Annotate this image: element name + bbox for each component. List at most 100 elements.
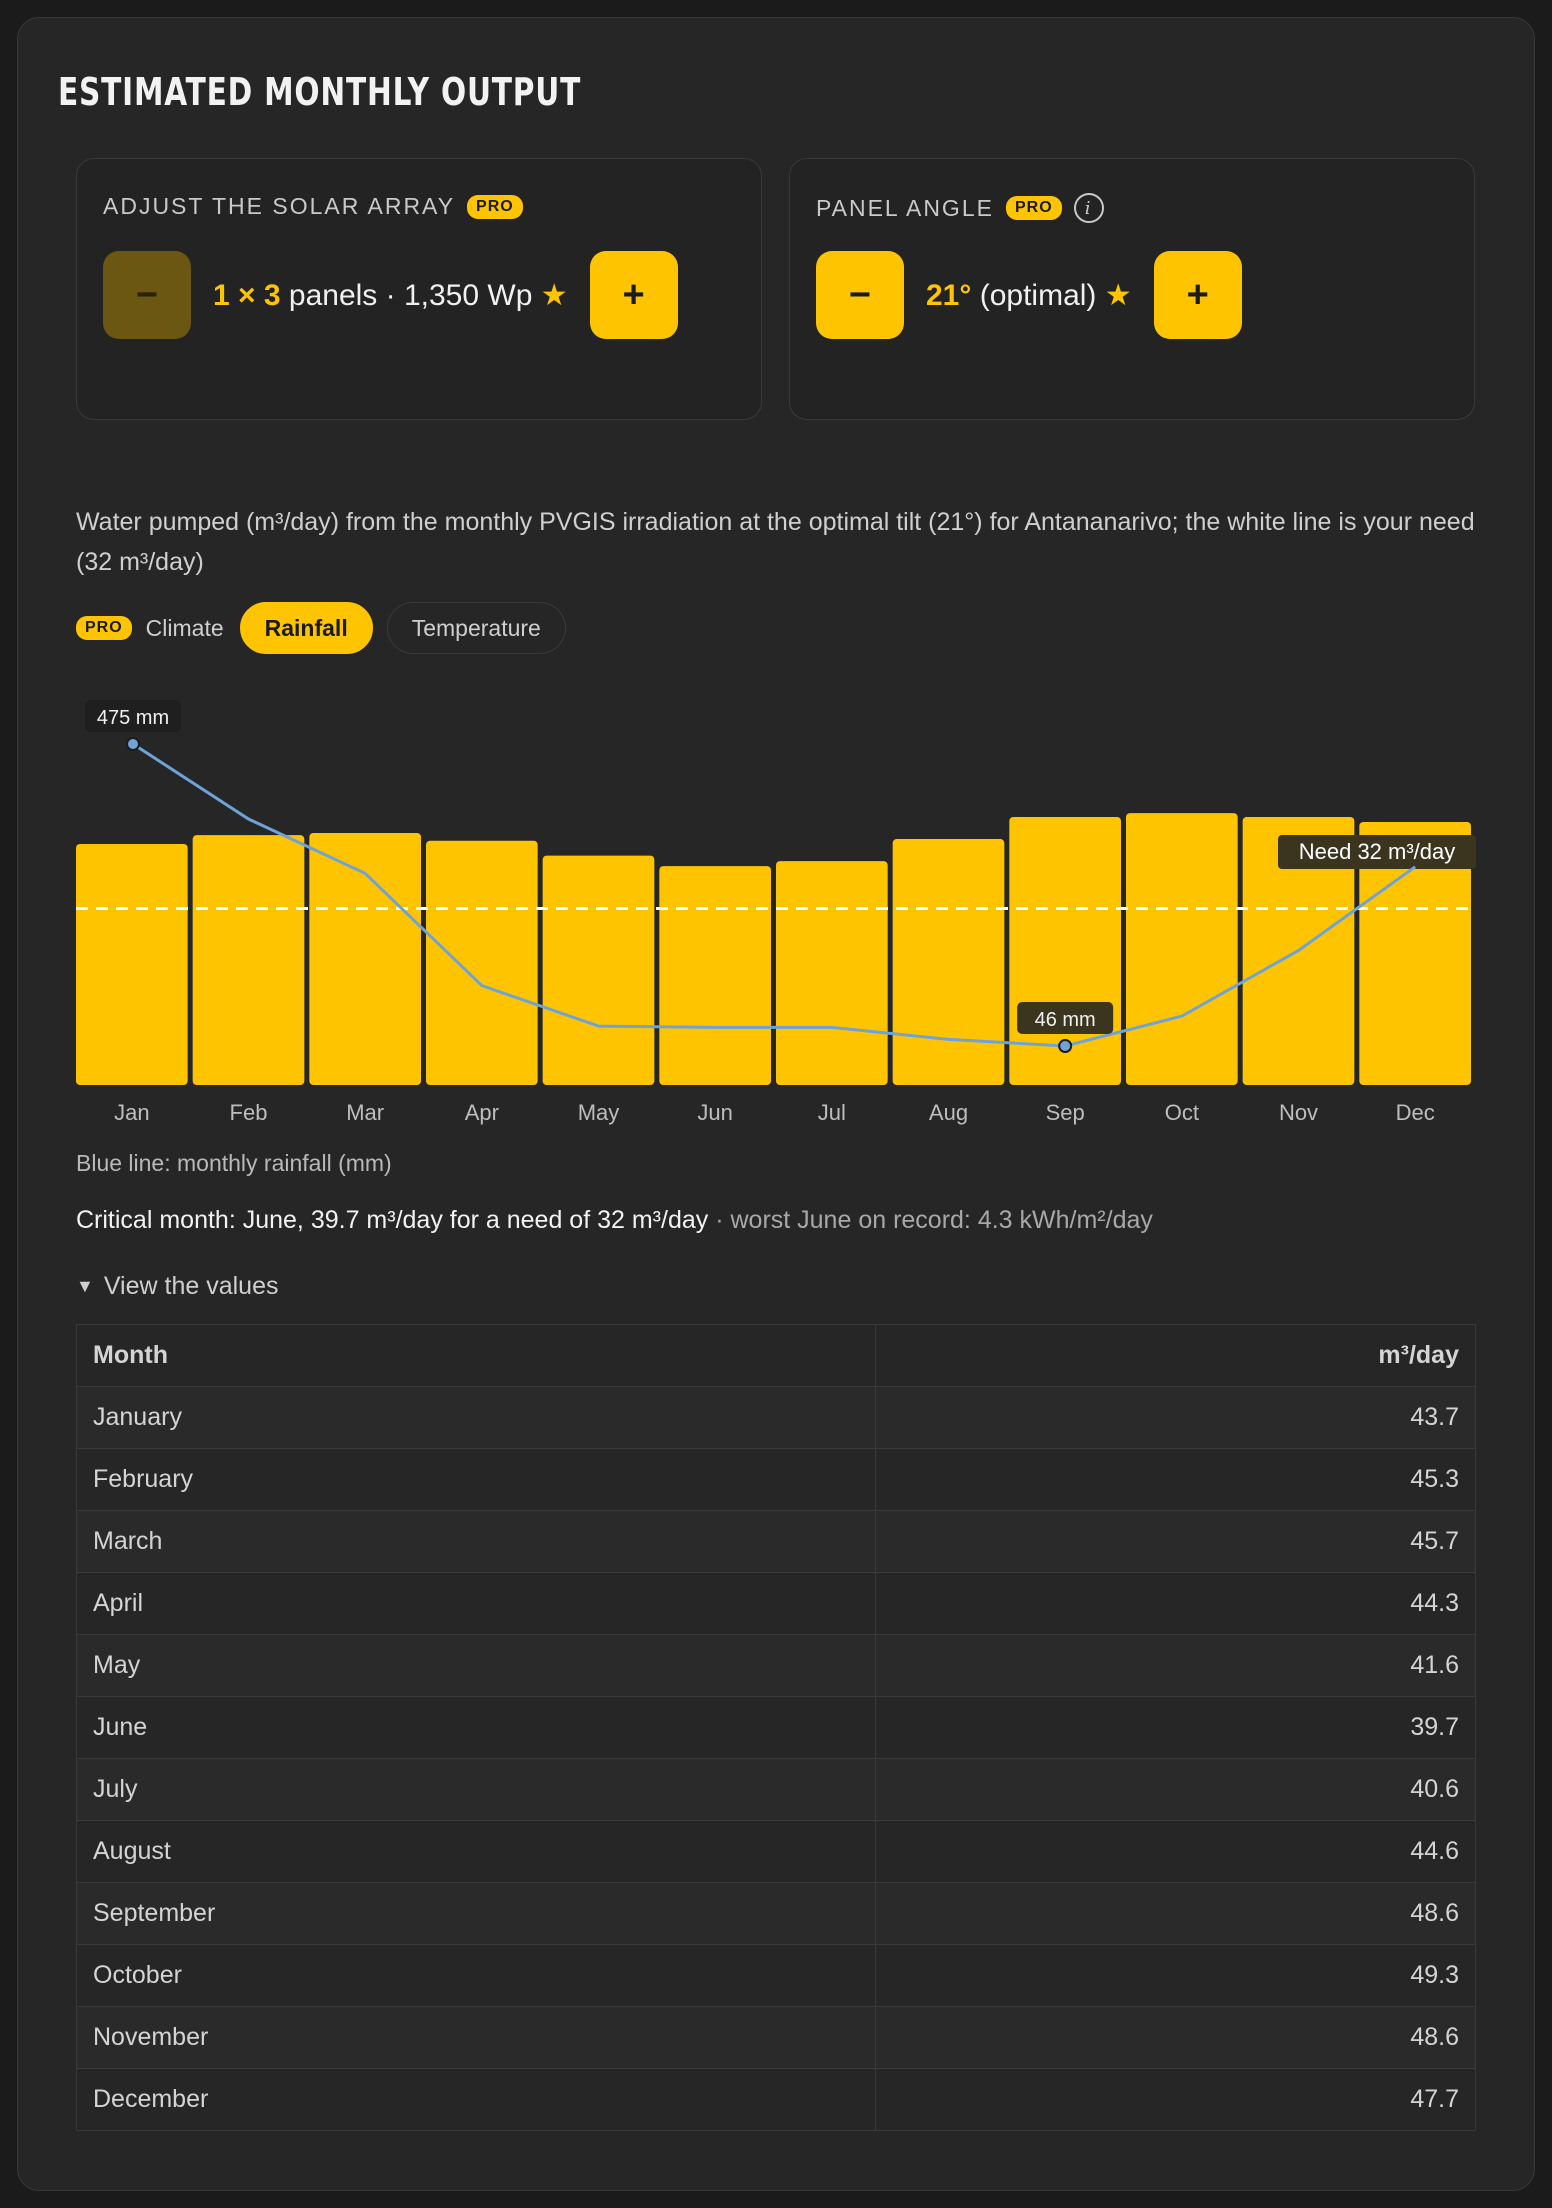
rainfall-annotation-label: 46 mm xyxy=(1035,1009,1096,1031)
x-tick-label: Dec xyxy=(1396,1100,1435,1125)
x-tick-label: Nov xyxy=(1279,1100,1318,1125)
table-row: April 44.3 xyxy=(76,1572,1476,1635)
table-row: August 44.6 xyxy=(76,1820,1476,1883)
output-cell: 41.6 xyxy=(875,1634,1476,1697)
angle-degrees: 21° xyxy=(926,278,972,312)
table-row: September 48.6 xyxy=(76,1882,1476,1945)
rainfall-annotation-bg xyxy=(1017,1002,1114,1034)
critical-month-text: Critical month: June, 39.7 m³/day for a … xyxy=(76,1206,709,1234)
table-row: October 49.3 xyxy=(76,1944,1476,2007)
panel-angle-label: PANEL ANGLE xyxy=(816,194,994,221)
chart-description: Water pumped (m³/day) from the monthly P… xyxy=(76,508,1475,576)
panel-count-value: 1 × 3 panels · 1,350 Wp ★ xyxy=(191,278,590,313)
month-cell: July xyxy=(76,1758,876,1821)
table-row: January 43.7 xyxy=(76,1386,1476,1449)
x-tick-label: Jan xyxy=(114,1100,149,1125)
output-cell: 48.6 xyxy=(875,1882,1476,1945)
info-icon[interactable]: i xyxy=(1073,193,1104,223)
rainfall-toggle-button[interactable]: Rainfall xyxy=(239,602,373,654)
rainfall-point-sep xyxy=(1058,1039,1073,1053)
temperature-toggle-button[interactable]: Temperature xyxy=(386,602,566,654)
panel-count: 1 × 3 xyxy=(213,278,281,312)
bar-jan xyxy=(76,844,188,1085)
pro-badge: PRO xyxy=(76,616,132,640)
month-cell: October xyxy=(76,1944,876,2007)
need-label: Need 32 m³/day xyxy=(1299,839,1456,864)
panel-angle-stepper: − 21° (optimal) ★ + xyxy=(816,251,1242,339)
climate-toggle: PRO Climate Rainfall Temperature xyxy=(76,602,566,654)
view-values-label: View the values xyxy=(103,1272,279,1300)
angle-note: (optimal) xyxy=(979,278,1097,312)
panel-power: panels · 1,350 Wp xyxy=(288,278,533,312)
panel-count-stepper: − 1 × 3 panels · 1,350 Wp ★ + xyxy=(103,251,678,339)
month-cell: June xyxy=(76,1696,876,1759)
pro-badge: PRO xyxy=(1005,196,1062,220)
panel-angle-value: 21° (optimal) ★ xyxy=(904,278,1154,313)
x-tick-label: Aug xyxy=(929,1100,968,1125)
bar-may xyxy=(542,855,655,1085)
disclosure-triangle-icon: ▼ xyxy=(76,1276,94,1296)
bar-apr xyxy=(426,840,538,1085)
decrease-panels-button[interactable]: − xyxy=(103,251,191,339)
table-row: June 39.7 xyxy=(76,1696,1476,1759)
panel-angle-label-row: PANEL ANGLE PRO i xyxy=(816,193,1104,223)
output-cell: 45.3 xyxy=(875,1448,1476,1511)
month-cell: December xyxy=(76,2068,876,2131)
rainfall-annotation-bg xyxy=(85,700,181,732)
bar-oct xyxy=(1126,813,1238,1085)
output-cell: 47.7 xyxy=(875,2068,1476,2131)
month-cell: November xyxy=(76,2006,876,2069)
output-cell: 48.6 xyxy=(875,2006,1476,2069)
x-tick-label: Oct xyxy=(1165,1100,1199,1125)
x-tick-label: Mar xyxy=(346,1100,384,1125)
x-tick-label: May xyxy=(578,1100,620,1125)
month-cell: April xyxy=(76,1572,876,1635)
output-cell: 39.7 xyxy=(875,1696,1476,1759)
table-row: December 47.7 xyxy=(76,2068,1476,2131)
increase-panels-button[interactable]: + xyxy=(589,251,678,339)
table-row: July 40.6 xyxy=(76,1758,1476,1821)
rainfall-line xyxy=(132,742,1417,1048)
climate-label: Climate xyxy=(145,614,224,641)
need-label-bg xyxy=(1278,835,1476,869)
month-cell: May xyxy=(76,1634,876,1697)
month-cell: February xyxy=(76,1448,876,1511)
pro-badge: PRO xyxy=(467,194,523,219)
bar-aug xyxy=(892,839,1005,1085)
output-cell: 40.6 xyxy=(875,1758,1476,1821)
section-title: Estimated monthly output xyxy=(58,70,582,114)
star-icon: ★ xyxy=(540,278,568,312)
bar-jul xyxy=(776,861,888,1085)
critical-month-summary: Critical month: June, 39.7 m³/day for a … xyxy=(76,1206,1153,1235)
bar-feb xyxy=(192,835,305,1085)
chart-caption: Blue line: monthly rainfall (mm) xyxy=(76,1150,392,1176)
increase-angle-button[interactable]: + xyxy=(1153,251,1242,339)
decrease-angle-button[interactable]: − xyxy=(816,251,904,339)
month-cell: September xyxy=(76,1882,876,1945)
solar-array-panel: ADJUST THE SOLAR ARRAY PRO − 1 × 3 panel… xyxy=(76,158,762,420)
bar-jun xyxy=(659,866,771,1085)
table-row: November 48.6 xyxy=(76,2006,1476,2069)
worst-record-text: · worst June on record: 4.3 kWh/m²/day xyxy=(708,1206,1153,1234)
x-tick-label: Feb xyxy=(230,1100,268,1125)
table-row: May 41.6 xyxy=(76,1634,1476,1697)
month-cell: March xyxy=(76,1510,876,1573)
view-values-toggle[interactable]: ▼ View the values xyxy=(76,1272,278,1301)
star-icon: ★ xyxy=(1104,278,1132,312)
table-row: March 45.7 xyxy=(76,1510,1476,1573)
x-tick-label: Sep xyxy=(1046,1100,1085,1125)
output-cell: 45.7 xyxy=(875,1510,1476,1573)
rainfall-annotation-label: 475 mm xyxy=(97,707,169,729)
output-cell: 49.3 xyxy=(875,1944,1476,2007)
output-column-header: m³/day xyxy=(875,1324,1476,1387)
x-tick-label: Jul xyxy=(818,1100,846,1125)
x-tick-label: Jun xyxy=(697,1100,732,1125)
month-column-header: Month xyxy=(76,1324,876,1387)
values-table: Month m³/day January 43.7 February 45.3 Marc… xyxy=(76,1324,1476,2131)
x-tick-label: Apr xyxy=(465,1100,499,1125)
solar-array-label: ADJUST THE SOLAR ARRAY xyxy=(103,193,456,219)
month-cell: January xyxy=(76,1386,876,1449)
rainfall-point-jan xyxy=(126,737,140,751)
monthly-output-chart: Jan Feb Mar Apr May Jun Jul Aug Sep Oct Nov Dec Need… xyxy=(76,700,1476,1125)
output-cell: 44.3 xyxy=(875,1572,1476,1635)
